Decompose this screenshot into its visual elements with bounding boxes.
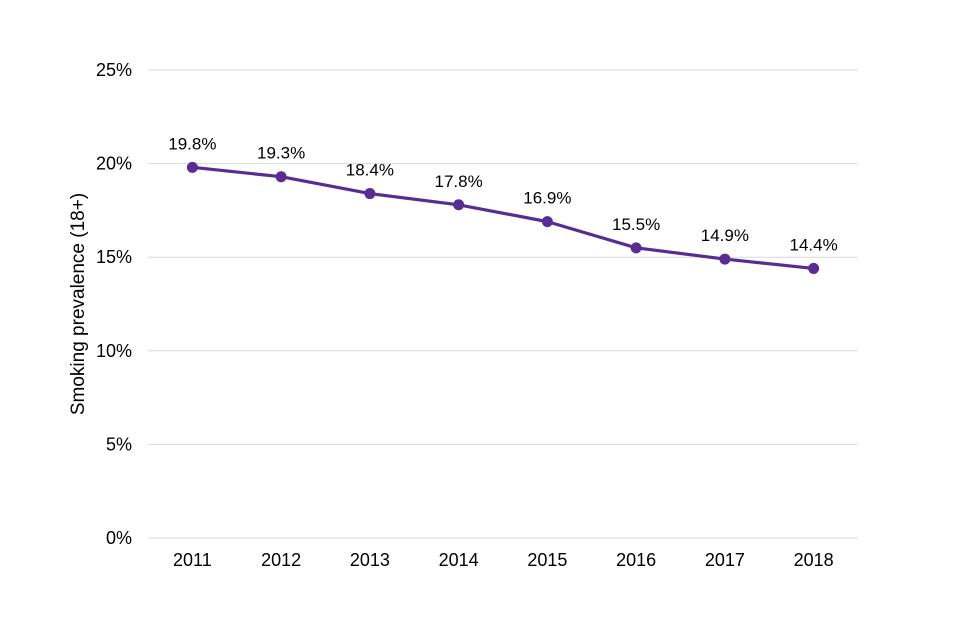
- y-tick-label: 10%: [96, 341, 132, 361]
- x-tick-label: 2015: [527, 550, 567, 570]
- data-point: [453, 199, 465, 211]
- data-label: 18.4%: [346, 161, 394, 180]
- y-tick-label: 25%: [96, 60, 132, 80]
- x-tick-label: 2017: [705, 550, 745, 570]
- y-tick-label: 20%: [96, 154, 132, 174]
- data-labels: 19.8% 19.3% 18.4% 17.8% 16.9% 15.5% 14.9% 14.4%: [168, 134, 837, 254]
- data-point: [364, 188, 376, 200]
- data-point: [186, 161, 198, 173]
- series-group: [186, 161, 820, 274]
- series-line: [190, 165, 816, 271]
- data-point: [808, 262, 820, 274]
- y-axis-title: Smoking prevalence (18+): [68, 193, 89, 415]
- y-axis-ticks: 0% 5% 10% 15% 20% 25%: [96, 60, 132, 548]
- gridlines: [148, 69, 858, 539]
- data-label: 16.9%: [523, 189, 571, 208]
- data-label: 17.8%: [435, 172, 483, 191]
- data-point: [719, 253, 731, 265]
- data-label: 19.3%: [257, 144, 305, 163]
- data-label: 14.9%: [701, 226, 749, 245]
- y-tick-label: 15%: [96, 247, 132, 267]
- data-label: 14.4%: [790, 235, 838, 254]
- x-tick-label: 2013: [350, 550, 390, 570]
- x-axis-ticks: 2011 2012 2013 2014 2015 2016 2017 2018: [173, 550, 834, 570]
- x-tick-label: 2011: [173, 550, 212, 570]
- x-tick-label: 2014: [439, 550, 479, 570]
- data-point: [630, 242, 642, 254]
- x-tick-label: 2018: [794, 550, 834, 570]
- x-tick-label: 2016: [616, 550, 656, 570]
- data-label: 19.8%: [168, 134, 216, 153]
- data-point: [541, 216, 553, 228]
- data-label: 15.5%: [612, 215, 660, 234]
- y-tick-label: 5%: [106, 434, 132, 454]
- x-tick-label: 2012: [261, 550, 301, 570]
- data-point: [275, 171, 287, 183]
- y-tick-label: 0%: [106, 528, 132, 548]
